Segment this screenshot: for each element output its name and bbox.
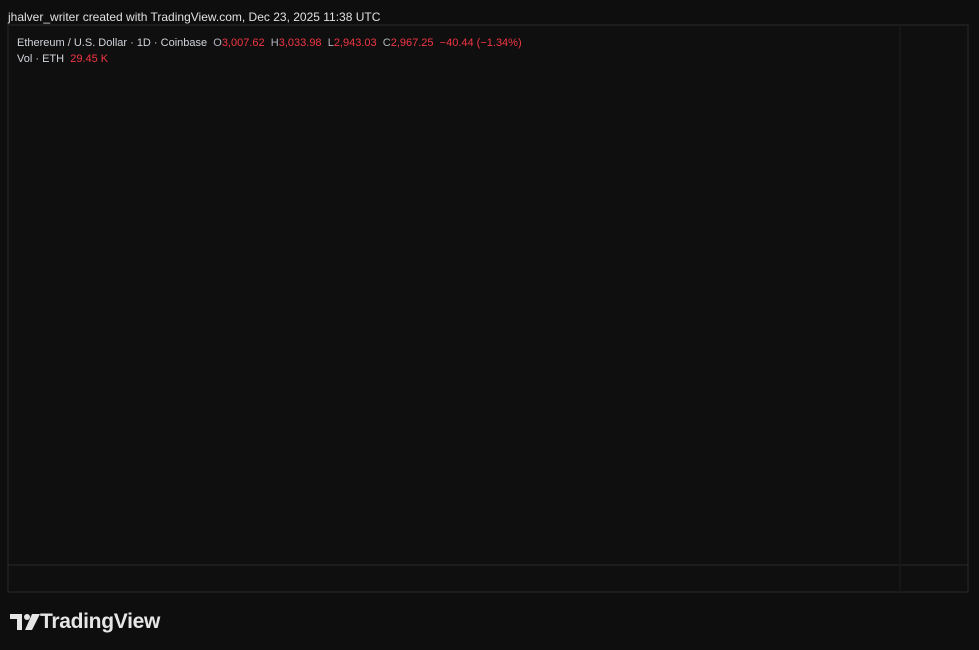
l-label: L [327,37,334,49]
symbol: Ethereum / U.S. Dollar · 1D · Coinbase [17,37,208,49]
h-label: H [270,37,279,49]
logo: TradingView [40,610,161,633]
o-value: 3,007.62 [221,37,265,49]
ohlc-legend: Ethereum / U.S. Dollar · 1D · Coinbase O… [17,37,522,49]
h-value: 3,033.98 [278,37,322,49]
change: −40.44 (−1.34%) [439,37,522,49]
o-label: O [213,37,222,49]
vol-label: Vol · ETH [17,53,65,65]
logo-icon [10,614,40,630]
c-label: C [382,37,391,49]
chart-panel [7,24,969,593]
c-value: 2,967.25 [390,37,434,49]
volume-legend: Vol · ETH 29.45 K [17,53,108,65]
credit: jhalver_writer created with TradingView.… [8,10,381,24]
l-value: 2,943.03 [333,37,377,49]
vol-value: 29.45 K [70,53,109,65]
